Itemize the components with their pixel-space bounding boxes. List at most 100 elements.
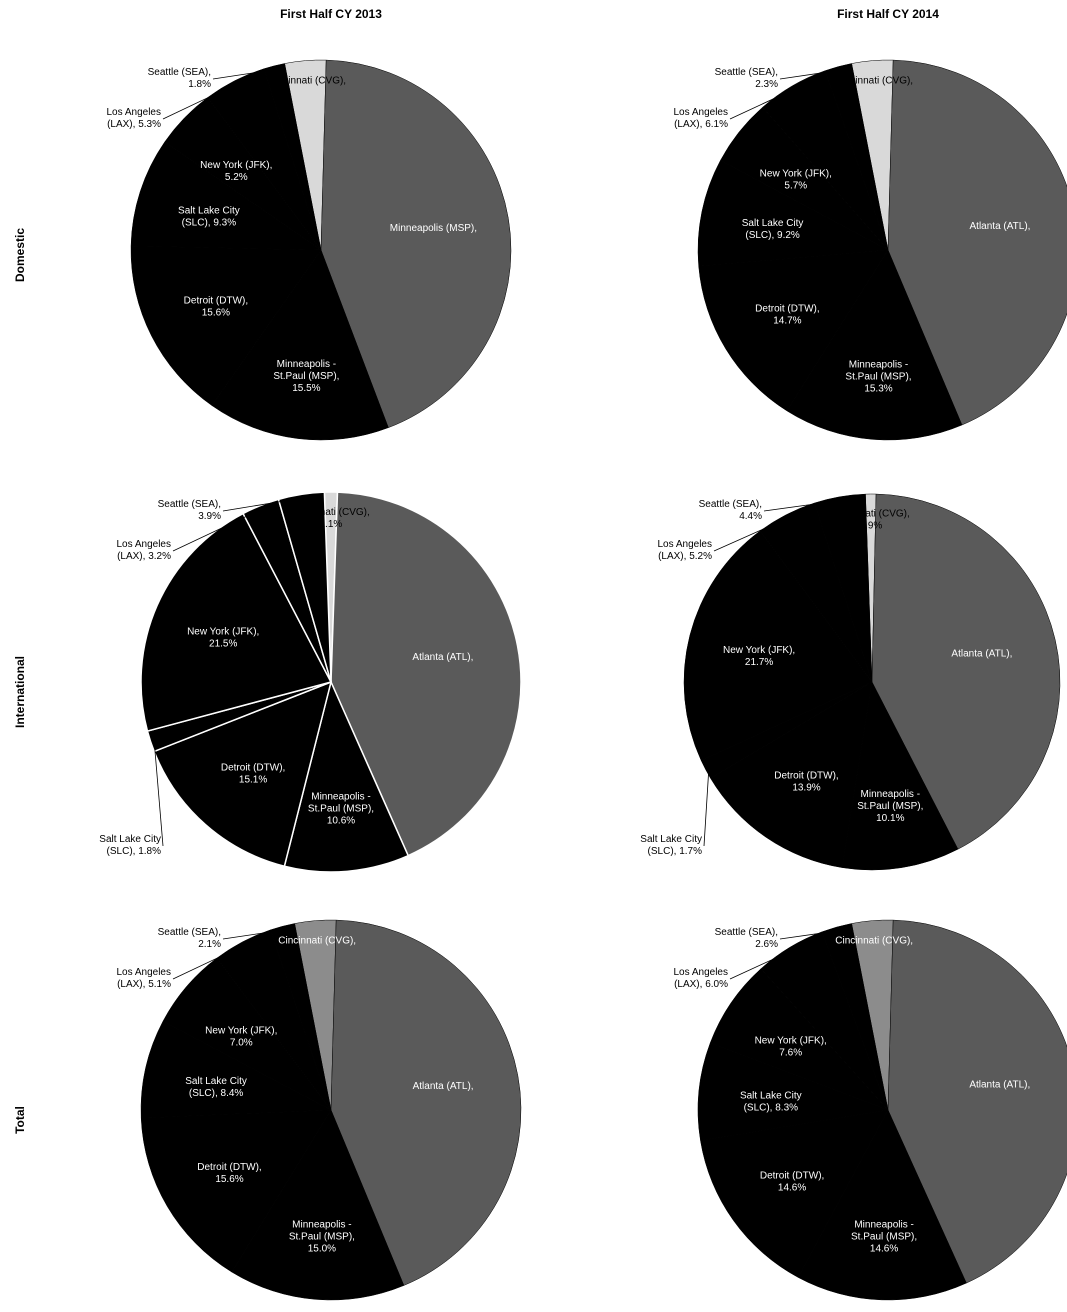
pie-slice [797,1109,967,1301]
leader-line [212,69,276,80]
row-title-total: Total [13,1106,27,1134]
pie-slice [130,245,322,406]
leader-line [763,500,841,512]
slice-label: (LAX), 5.1% [117,979,171,990]
slice-label: New York (JFK), [723,645,795,656]
pie-chart-total-2013: Cincinnati (CVG), Atlanta (ATL), Minneapol… [117,919,522,1301]
slice-label: Detroit (DTW), [755,303,819,314]
slice-label: Los Angeles [117,967,172,978]
pie-slice [263,63,322,251]
slice-label: Minneapolis - [854,1220,913,1231]
slice-label: Cincinnati (CVG), [268,75,346,86]
leader-line [153,740,164,847]
pie-slice [887,919,1067,1284]
pie-slice [698,249,889,412]
slice-label: Detroit (DTW), [197,1162,261,1173]
slice-label: 7.6% [779,1048,802,1059]
slice-label: 10.1% [876,813,904,824]
slice-label: Los Angeles [674,107,729,118]
slice-label: 13.9% [792,782,820,793]
slice-label: Minneapolis - [861,789,920,800]
pie-chart-domestic-2014: Cincinnati (CVG), Atlanta (ATL), Minneapol… [674,59,1067,441]
pie-slice [320,59,512,428]
pie-slice [697,159,889,267]
pie-slice [887,59,1067,426]
pie-slice [700,1109,889,1278]
slice-label: 0.9% [860,521,883,532]
slice-label: (LAX), 5.3% [107,119,161,130]
slice-label: Seattle (SEA), [715,927,778,938]
slice-label: 7.0% [230,1038,253,1049]
pie-slice [140,1020,332,1119]
leader-line [729,950,792,980]
slice-label: (SLC), 8.4% [189,1088,244,1099]
pie-slice [330,919,522,1286]
slice-label: Cincinnati (CVG), [278,935,356,946]
slice-label: New York (JFK), [760,169,832,180]
slice-label: 3.9% [198,511,221,522]
pie-slice [231,1109,405,1301]
slice-label: Atlanta (ATL), [413,1081,474,1092]
slice-label: Los Angeles [674,967,729,978]
slice-label: Detroit (DTW), [184,295,248,306]
pie-slice [283,679,410,873]
leader-line [172,508,263,552]
slice-label: 15.3% [864,383,892,394]
pie-slice [130,141,322,251]
slice-label: 5.2% [225,172,248,183]
slice-label: (SLC), 1.8% [107,846,162,857]
leader-line [713,517,788,552]
pie-slice [821,923,889,1111]
slice-label: (SLC), 9.3% [182,218,237,229]
slice-label: Seattle (SEA), [699,499,762,510]
slice-label: Minneapolis - [849,359,908,370]
slice-label: Cincinnati (CVG), [832,509,910,520]
slice-label: 15.0% [308,1243,336,1254]
slice-label: Seattle (SEA), [148,67,211,78]
slice-label: Salt Lake City [742,218,804,229]
slice-label: Los Angeles [658,539,713,550]
slice-label: 15.6% [202,307,230,318]
slice-label: Atlanta (ATL), [970,221,1031,232]
leader-line [222,497,302,512]
column-title-2014: First Half CY 2014 [837,7,939,21]
slice-label: Los Angeles [107,107,162,118]
slice-label: Minneapolis - [311,791,370,802]
slice-label: New York (JFK), [187,627,259,638]
slice-label: (LAX), 3.2% [117,551,171,562]
pie-slice [824,63,889,251]
slice-label: Seattle (SEA), [158,927,221,938]
slice-label: Minneapolis - [277,359,336,370]
leader-line [779,69,840,80]
pie-slice [814,493,873,683]
slice-label: Cincinnati (CVG), [292,507,370,518]
leader-line [172,944,245,980]
slice-label: St.Paul (MSP), [273,371,339,382]
column-title-2013: First Half CY 2013 [280,7,382,21]
slice-label: (LAX), 6.1% [674,119,728,130]
slice-label: (SLC), 1.7% [648,846,703,857]
slice-label: 2.3% [755,79,778,90]
pie-slice [710,681,873,868]
slice-label: Minneapolis - [292,1219,351,1230]
slice-label: (SLC), 8.3% [744,1102,799,1113]
slice-label: Salt Lake City [640,834,702,845]
slice-label: 15.1% [239,774,267,785]
pie-slice [140,1109,332,1273]
slice-label: Detroit (DTW), [221,762,285,773]
slice-label: St.Paul (MSP), [289,1231,355,1242]
pie-slice [211,249,389,441]
pie-chart-domestic-2013: Cincinnati (CVG), Minneapolis (MSP), Minne… [107,59,512,441]
slice-label: St.Paul (MSP), [857,801,923,812]
slice-label: Cincinnati (CVG), [835,75,913,86]
slice-label: New York (JFK), [205,1026,277,1037]
slice-label: Minneapolis (MSP), [390,223,477,234]
slice-label: Salt Lake City [185,1076,247,1087]
pie-chart-international-2013: Cincinnati (CVG),1.1% Atlanta (ATL), Minne… [99,491,522,873]
pie-slice [841,681,959,871]
slice-label: 1.1% [320,519,343,530]
slice-label: 21.7% [745,657,773,668]
slice-label: 21.5% [209,639,237,650]
slice-label: Atlanta (ATL), [969,1080,1030,1091]
slice-label: 5.7% [784,181,807,192]
